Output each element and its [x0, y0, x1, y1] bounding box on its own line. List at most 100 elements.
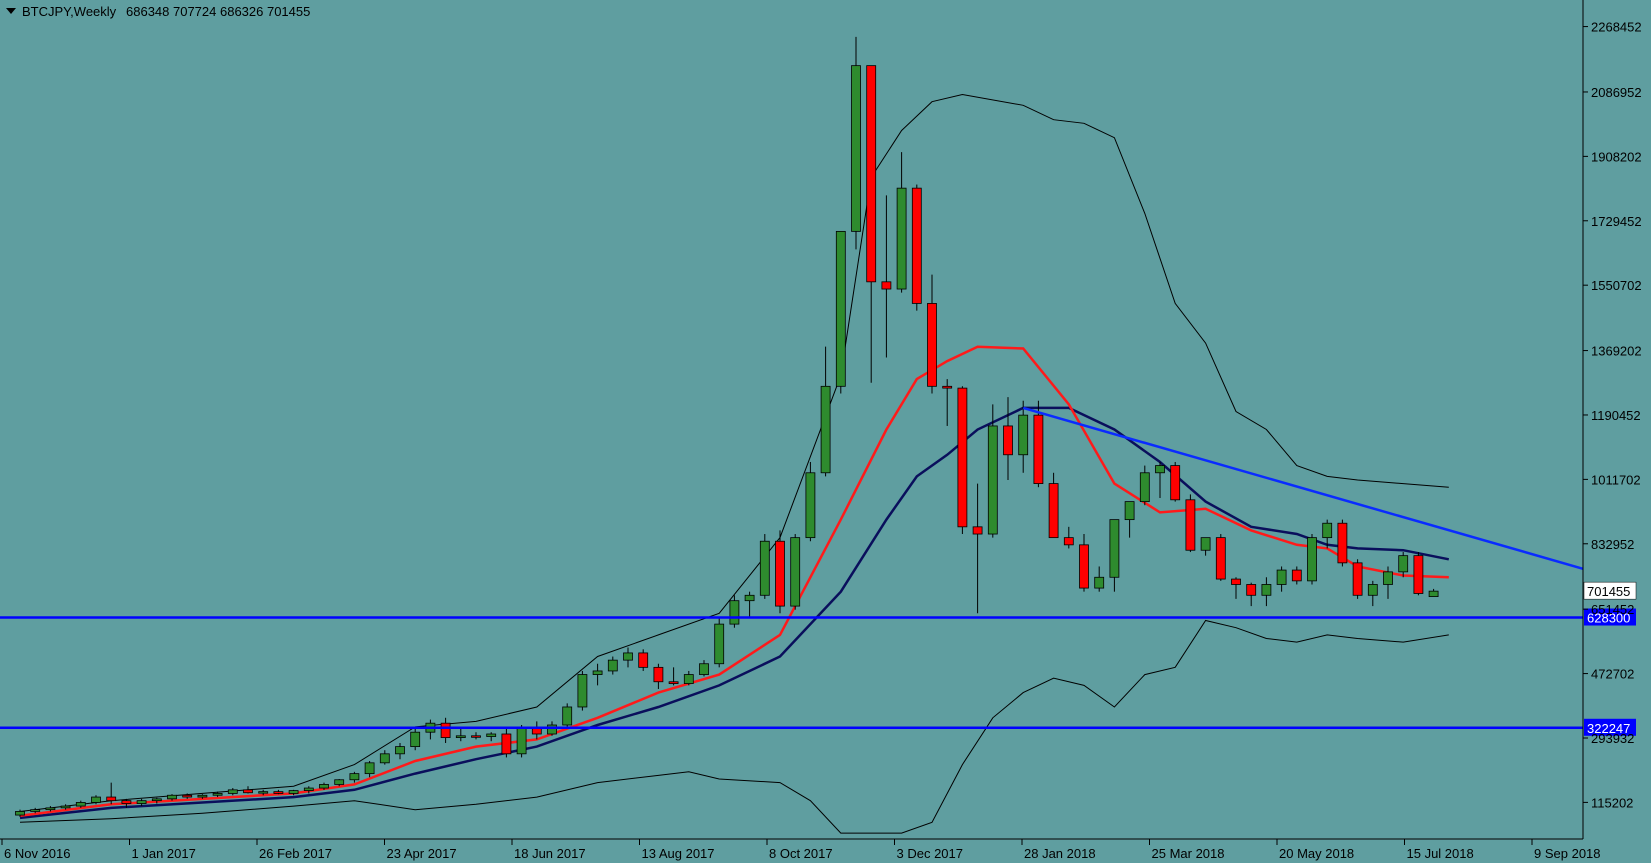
candle-body [1307, 537, 1317, 582]
level-label: 322247 [1587, 721, 1630, 736]
candle-body [851, 65, 861, 232]
candle-body [592, 670, 603, 675]
candle-body [75, 802, 86, 807]
candle [197, 794, 208, 799]
x-tick-label: 20 May 2018 [1279, 846, 1354, 861]
candle-body [1063, 537, 1074, 546]
candle-body [349, 773, 360, 781]
candle-body [486, 733, 497, 737]
time-axis: 6 Nov 2016 1 Jan 2017 26 Feb 2017 23 Apr 20… [1, 839, 1601, 861]
candle [319, 782, 329, 790]
candle-body [729, 600, 740, 625]
candle-body [790, 537, 801, 607]
candle [1215, 534, 1226, 581]
x-tick-label: 3 Dec 2017 [897, 846, 964, 861]
candle-body [60, 805, 71, 809]
candle [136, 798, 147, 807]
candle [820, 346, 831, 477]
candle [486, 732, 497, 742]
candle-body [1003, 425, 1013, 456]
candle-body [1048, 483, 1059, 539]
candle [531, 721, 542, 740]
moving-averages [19, 345, 1450, 820]
candle [881, 195, 892, 358]
y-tick-label: 472702 [1591, 667, 1634, 682]
candle-body [881, 281, 892, 290]
candle [501, 728, 512, 758]
candle-body [1033, 414, 1044, 484]
candle-body [410, 731, 421, 748]
candle [121, 798, 132, 808]
candle-body [1428, 590, 1439, 598]
candle [15, 809, 25, 817]
candle-body [319, 784, 329, 789]
candle [972, 483, 983, 614]
band-lower-line [19, 619, 1449, 834]
y-tick-label: 115202 [1591, 795, 1633, 810]
candle-body [1352, 562, 1363, 596]
candle-body [957, 387, 968, 528]
trendline [1022, 406, 1584, 570]
candle [334, 779, 345, 787]
candle [1276, 566, 1287, 592]
candle [911, 184, 922, 311]
candle-body [167, 794, 177, 800]
candle-body [911, 187, 922, 304]
candle [1033, 400, 1044, 488]
candle-body [1185, 499, 1196, 551]
candle-body [638, 652, 649, 668]
x-tick-label: 18 Jun 2017 [514, 846, 586, 861]
x-tick-label: 9 Sep 2018 [1534, 846, 1601, 861]
candle-body [471, 735, 481, 738]
band-upper-line [19, 93, 1449, 812]
candle-body [775, 540, 785, 607]
candle [455, 728, 466, 742]
candle [303, 786, 314, 794]
candle [1200, 537, 1211, 556]
candle [1231, 577, 1241, 599]
candle [744, 591, 755, 617]
candle-body [1246, 584, 1257, 596]
candle [440, 717, 451, 744]
candle [775, 530, 785, 614]
candle [1261, 577, 1272, 607]
candle [592, 663, 603, 686]
y-tick-label: 1908202 [1591, 149, 1642, 164]
candle [1367, 580, 1378, 607]
candle-body [136, 800, 147, 804]
candle [683, 670, 694, 686]
x-tick-label: 8 Oct 2017 [769, 846, 833, 861]
candle [1139, 465, 1150, 506]
bollinger-bands [19, 93, 1449, 834]
price-axis: 115202 293932 472702 651452 832952 1011702 119… [1583, 20, 1642, 810]
candle [1079, 534, 1089, 592]
candle-body [455, 735, 466, 739]
candle-body [1367, 584, 1378, 596]
candle-body [273, 791, 284, 794]
candle-body [1018, 414, 1029, 456]
x-tick-label: 13 Aug 2017 [642, 846, 715, 861]
candle [425, 719, 436, 740]
candle-body [1200, 537, 1211, 551]
candle-body [1170, 465, 1181, 501]
candle-body [1291, 569, 1302, 582]
candle [699, 660, 709, 677]
candle [471, 732, 481, 740]
candle [1291, 566, 1302, 585]
candle [349, 771, 360, 783]
candle [668, 667, 679, 686]
candle [167, 794, 177, 801]
triangle-down-icon[interactable] [6, 8, 16, 14]
candle [942, 379, 953, 426]
candle-body [820, 385, 831, 474]
x-tick-label: 6 Nov 2016 [4, 846, 71, 861]
candle-body [1139, 472, 1150, 503]
candle [623, 647, 633, 668]
ma-slow-line [19, 406, 1450, 820]
candle-body [1109, 519, 1120, 578]
candle-body [106, 796, 117, 802]
level-label-box [1584, 718, 1636, 736]
candle [75, 800, 86, 808]
candle-body [197, 794, 208, 798]
